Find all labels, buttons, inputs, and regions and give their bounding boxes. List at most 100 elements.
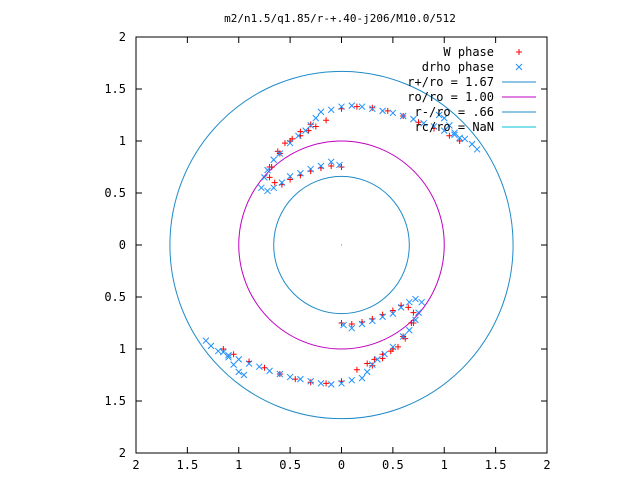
point-1-56 — [381, 350, 389, 358]
point-1-67 — [286, 373, 294, 381]
legend-label-4: r-/ro = .66 — [415, 105, 494, 119]
point-0-14 — [323, 117, 330, 124]
x-tick-label-6: 1 — [441, 458, 448, 472]
point-1-33 — [461, 135, 469, 143]
y-tick-label-2: 1 — [119, 342, 126, 356]
point-1-24 — [368, 105, 376, 113]
point-1-5 — [286, 173, 294, 180]
point-1-71 — [245, 360, 253, 367]
x-tick-label-5: 0.5 — [382, 458, 404, 472]
point-1-79 — [230, 361, 237, 368]
point-0-51 — [261, 364, 268, 371]
point-1-41 — [340, 321, 347, 329]
point-1-53 — [405, 326, 413, 334]
point-1-10 — [261, 174, 268, 181]
point-1-39 — [451, 129, 458, 137]
x-tick-label-1: 1.5 — [177, 458, 199, 472]
point-0-60 — [371, 356, 378, 363]
point-1-77 — [240, 371, 248, 379]
point-1-74 — [214, 347, 222, 355]
point-1-50 — [418, 298, 425, 306]
point-1-49 — [412, 295, 419, 303]
point-1-51 — [415, 309, 422, 316]
point-1-45 — [379, 313, 386, 321]
point-0-32 — [348, 321, 355, 328]
point-1-68 — [276, 370, 284, 378]
point-1-16 — [302, 127, 309, 134]
point-1-64 — [317, 379, 325, 387]
x-tick-label-7: 1.5 — [485, 458, 507, 472]
point-1-46 — [389, 310, 397, 317]
legend-swatch-1 — [515, 63, 523, 71]
point-1-31 — [440, 127, 448, 134]
circle-0 — [169, 70, 514, 420]
point-0-16 — [353, 103, 360, 110]
point-0-20 — [415, 119, 422, 126]
point-1-81 — [219, 348, 227, 356]
point-1-70 — [255, 363, 263, 371]
point-1-58 — [368, 361, 376, 368]
point-1-32 — [451, 131, 458, 139]
point-1-55 — [389, 343, 397, 351]
point-1-65 — [307, 377, 315, 385]
point-1-4 — [297, 169, 304, 177]
point-1-54 — [399, 333, 407, 340]
point-1-57 — [374, 356, 381, 363]
point-0-18 — [384, 107, 391, 114]
point-1-66 — [297, 375, 304, 383]
point-0-30 — [312, 123, 319, 130]
point-1-52 — [412, 316, 419, 324]
point-1-62 — [338, 379, 345, 387]
point-1-75 — [207, 342, 215, 350]
x-tick-label-4: 0 — [338, 458, 345, 472]
point-1-78 — [235, 368, 243, 376]
y-tick-label-8: 2 — [119, 30, 126, 44]
point-1-26 — [389, 109, 397, 117]
x-tick-label-0: 2 — [132, 458, 139, 472]
point-1-40 — [456, 134, 464, 142]
point-1-44 — [368, 317, 376, 325]
legend-label-3: ro/ro = 1.00 — [407, 90, 494, 104]
point-1-18 — [312, 114, 320, 122]
point-1-38 — [446, 122, 453, 129]
point-1-47 — [397, 304, 405, 311]
point-1-80 — [225, 353, 232, 361]
point-1-42 — [348, 324, 356, 332]
point-0-45 — [353, 366, 360, 373]
point-0-29 — [305, 127, 312, 134]
point-0-53 — [230, 351, 237, 358]
circle-1 — [238, 140, 445, 350]
point-1-76 — [202, 337, 210, 345]
y-tick-label-3: 0.5 — [104, 290, 126, 304]
point-1-48 — [405, 298, 413, 306]
point-1-22 — [348, 102, 356, 109]
point-1-61 — [348, 376, 356, 384]
point-1-25 — [379, 107, 386, 115]
point-0-17 — [369, 104, 376, 111]
point-1-59 — [363, 368, 371, 376]
point-1-17 — [307, 122, 315, 129]
data-points — [202, 102, 481, 388]
point-1-35 — [473, 145, 481, 153]
point-1-15 — [294, 132, 302, 140]
point-1-3 — [307, 165, 315, 173]
y-tick-label-7: 1.5 — [104, 82, 126, 96]
point-1-72 — [235, 356, 243, 363]
x-tick-label-2: 1 — [235, 458, 242, 472]
chart-title: m2/n1.5/q1.85/r-+.40-j206/M10.0/512 — [224, 12, 456, 25]
point-0-44 — [369, 362, 376, 369]
legend-label-1: drho phase — [422, 60, 494, 74]
legend-label-5: rc/ro = NaN — [415, 120, 494, 134]
point-1-13 — [276, 150, 284, 157]
point-0-57 — [395, 343, 402, 350]
point-0-48 — [307, 379, 314, 386]
point-0-8 — [266, 174, 273, 181]
point-1-36 — [435, 111, 443, 119]
point-1-0 — [336, 161, 343, 169]
y-tick-label-0: 2 — [119, 446, 126, 460]
y-tick-label-5: 0.5 — [104, 186, 126, 200]
origin-dot — [340, 244, 343, 246]
point-1-9 — [258, 184, 265, 192]
